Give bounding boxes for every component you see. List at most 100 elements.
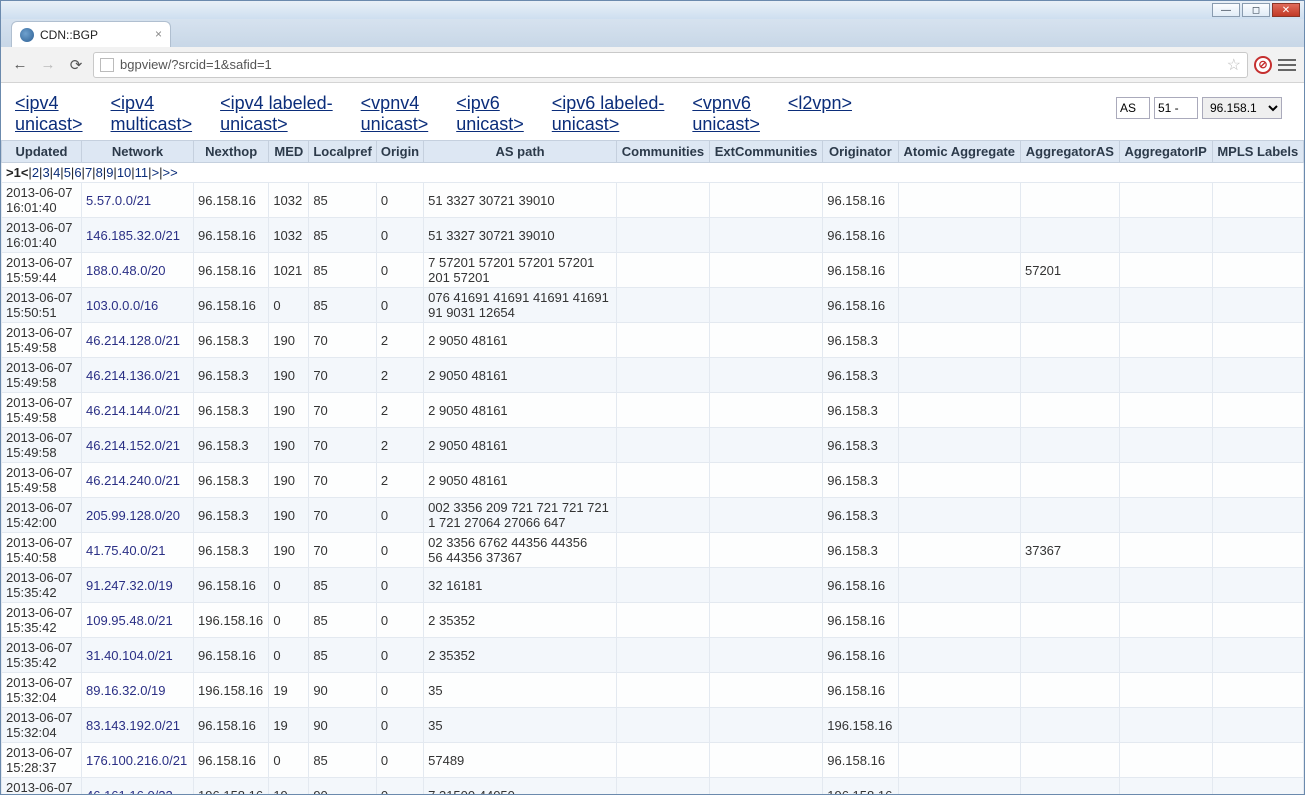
- network-link[interactable]: 205.99.128.0/20: [86, 508, 180, 523]
- cell-originator: 96.158.3: [823, 428, 898, 463]
- pager-link[interactable]: >>: [163, 165, 178, 180]
- pager-link[interactable]: 5: [64, 165, 71, 180]
- extension-icon[interactable]: ⊘: [1254, 56, 1272, 74]
- cell-network[interactable]: 146.185.32.0/21: [82, 218, 194, 253]
- cell-communities: [616, 708, 709, 743]
- cell-network[interactable]: 46.214.144.0/21: [82, 393, 194, 428]
- network-link[interactable]: 103.0.0.0/16: [86, 298, 158, 313]
- cell-communities: [616, 533, 709, 568]
- browser-tab[interactable]: CDN::BGP ×: [11, 21, 171, 47]
- cell-network[interactable]: 46.161.16.0/22: [82, 778, 194, 794]
- back-button[interactable]: ←: [9, 54, 31, 76]
- column-header[interactable]: Communities: [616, 141, 709, 163]
- network-link[interactable]: 46.161.16.0/22: [86, 788, 173, 794]
- pager[interactable]: >1<|2|3|4|5|6|7|8|9|10|11|>|>>: [2, 163, 1304, 183]
- cell-network[interactable]: 46.214.152.0/21: [82, 428, 194, 463]
- maximize-button[interactable]: ◻: [1242, 3, 1270, 17]
- column-header[interactable]: Localpref: [309, 141, 377, 163]
- afi-link-3[interactable]: <vpnv4 unicast>: [361, 93, 429, 134]
- cell-origin: 0: [376, 183, 423, 218]
- cell-network[interactable]: 46.214.240.0/21: [82, 463, 194, 498]
- cell-network[interactable]: 46.214.128.0/21: [82, 323, 194, 358]
- network-link[interactable]: 83.143.192.0/21: [86, 718, 180, 733]
- pager-link[interactable]: 3: [42, 165, 49, 180]
- cell-extcommunities: [709, 603, 822, 638]
- network-link[interactable]: 91.247.32.0/19: [86, 578, 173, 593]
- cell-network[interactable]: 46.214.136.0/21: [82, 358, 194, 393]
- network-link[interactable]: 46.214.144.0/21: [86, 403, 180, 418]
- afi-link-2[interactable]: <ipv4 labeled- unicast>: [220, 93, 333, 134]
- cell-network[interactable]: 188.0.48.0/20: [82, 253, 194, 288]
- pager-link[interactable]: 9: [106, 165, 113, 180]
- close-window-button[interactable]: ✕: [1272, 3, 1300, 17]
- column-header[interactable]: Origin: [376, 141, 423, 163]
- forward-button[interactable]: →: [37, 54, 59, 76]
- cell-originator: 196.158.16: [823, 708, 898, 743]
- network-link[interactable]: 5.57.0.0/21: [86, 193, 151, 208]
- column-header[interactable]: Atomic Aggregate: [898, 141, 1020, 163]
- cell-aggas: [1020, 323, 1119, 358]
- network-link[interactable]: 46.214.240.0/21: [86, 473, 180, 488]
- afi-link-5[interactable]: <ipv6 labeled- unicast>: [552, 93, 665, 134]
- pager-link[interactable]: 10: [117, 165, 131, 180]
- pager-link[interactable]: 7: [85, 165, 92, 180]
- column-header[interactable]: Nexthop: [194, 141, 269, 163]
- column-header[interactable]: ExtCommunities: [709, 141, 822, 163]
- bookmark-star-icon[interactable]: ☆: [1227, 55, 1241, 75]
- cell-updated: 2013-06-07 15:40:58: [2, 533, 82, 568]
- cell-network[interactable]: 176.100.216.0/21: [82, 743, 194, 778]
- cell-network[interactable]: 5.57.0.0/21: [82, 183, 194, 218]
- cell-network[interactable]: 205.99.128.0/20: [82, 498, 194, 533]
- cell-nexthop: 96.158.3: [194, 393, 269, 428]
- cell-network[interactable]: 89.16.32.0/19: [82, 673, 194, 708]
- address-bar[interactable]: ☆: [93, 52, 1248, 78]
- afi-link-4[interactable]: <ipv6 unicast>: [456, 93, 524, 134]
- cell-aggas: [1020, 218, 1119, 253]
- network-link[interactable]: 146.185.32.0/21: [86, 228, 180, 243]
- column-header[interactable]: MED: [269, 141, 309, 163]
- column-header[interactable]: AggregatorAS: [1020, 141, 1119, 163]
- pager-link[interactable]: 6: [74, 165, 81, 180]
- network-link[interactable]: 89.16.32.0/19: [86, 683, 166, 698]
- network-link[interactable]: 31.40.104.0/21: [86, 648, 173, 663]
- column-header[interactable]: MPLS Labels: [1212, 141, 1303, 163]
- minimize-button[interactable]: —: [1212, 3, 1240, 17]
- pager-link[interactable]: 2: [32, 165, 39, 180]
- reload-button[interactable]: ⟳: [65, 54, 87, 76]
- filter-range-input[interactable]: [1154, 97, 1198, 119]
- network-link[interactable]: 176.100.216.0/21: [86, 753, 187, 768]
- pager-link[interactable]: 4: [53, 165, 60, 180]
- network-link[interactable]: 46.214.136.0/21: [86, 368, 180, 383]
- column-header[interactable]: Network: [82, 141, 194, 163]
- column-header[interactable]: AS path: [424, 141, 617, 163]
- afi-link-7[interactable]: <l2vpn>: [788, 93, 852, 114]
- cell-network[interactable]: 41.75.40.0/21: [82, 533, 194, 568]
- afi-link-0[interactable]: <ipv4 unicast>: [15, 93, 83, 134]
- column-header[interactable]: AggregatorIP: [1119, 141, 1212, 163]
- cell-network[interactable]: 103.0.0.0/16: [82, 288, 194, 323]
- chrome-menu-icon[interactable]: [1278, 59, 1296, 71]
- column-header[interactable]: Updated: [2, 141, 82, 163]
- cell-network[interactable]: 109.95.48.0/21: [82, 603, 194, 638]
- cell-network[interactable]: 91.247.32.0/19: [82, 568, 194, 603]
- network-link[interactable]: 109.95.48.0/21: [86, 613, 173, 628]
- cell-network[interactable]: 31.40.104.0/21: [82, 638, 194, 673]
- url-input[interactable]: [120, 57, 1221, 72]
- pager-link[interactable]: >: [152, 165, 160, 180]
- filter-source-select[interactable]: 96.158.1: [1202, 97, 1282, 119]
- filter-as-input[interactable]: [1116, 97, 1150, 119]
- afi-link-1[interactable]: <ipv4 multicast>: [111, 93, 193, 134]
- cell-updated: 2013-06-07 15:32:04: [2, 708, 82, 743]
- cell-aggas: [1020, 463, 1119, 498]
- network-link[interactable]: 188.0.48.0/20: [86, 263, 166, 278]
- column-header[interactable]: Originator: [823, 141, 898, 163]
- network-link[interactable]: 46.214.128.0/21: [86, 333, 180, 348]
- pager-link[interactable]: 8: [96, 165, 103, 180]
- network-link[interactable]: 41.75.40.0/21: [86, 543, 166, 558]
- cell-network[interactable]: 83.143.192.0/21: [82, 708, 194, 743]
- network-link[interactable]: 46.214.152.0/21: [86, 438, 180, 453]
- tab-close-icon[interactable]: ×: [155, 27, 162, 41]
- filter-controls: 96.158.1: [1116, 97, 1282, 119]
- afi-link-6[interactable]: <vpnv6 unicast>: [692, 93, 760, 134]
- pager-link[interactable]: 11: [135, 165, 149, 180]
